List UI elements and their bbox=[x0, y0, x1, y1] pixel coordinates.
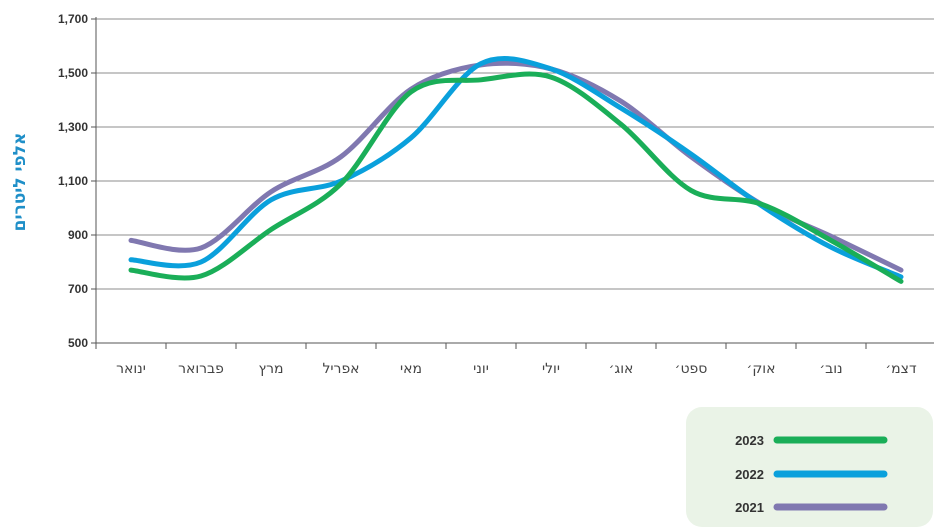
y-tick-label: 1,300 bbox=[58, 120, 88, 134]
x-tick-label: אפריל bbox=[322, 361, 359, 377]
x-tick-label: אוג׳ bbox=[609, 361, 634, 377]
x-tick-label: יולי bbox=[542, 361, 560, 377]
series-line-2022 bbox=[128, 55, 904, 280]
y-tick-label: 1,700 bbox=[58, 12, 88, 26]
x-tick-label: פברואר bbox=[178, 361, 224, 377]
x-tick-label: נוב׳ bbox=[819, 361, 842, 377]
legend-label-2022: 2022 bbox=[735, 467, 764, 482]
x-tick-label: מאי bbox=[400, 361, 422, 377]
axes bbox=[95, 17, 934, 344]
x-tick-label: דצמ׳ bbox=[885, 361, 917, 377]
y-tick-label: 700 bbox=[68, 282, 88, 296]
legend-label-2021: 2021 bbox=[735, 500, 764, 515]
series-line-2021 bbox=[128, 60, 904, 273]
legend-label-2023: 2023 bbox=[735, 433, 764, 448]
y-tick-label: 1,100 bbox=[58, 174, 88, 188]
series-lines bbox=[128, 55, 904, 284]
y-tick-label: 1,500 bbox=[58, 66, 88, 80]
x-tick-label: מרץ bbox=[259, 361, 284, 377]
x-tick-label: ספט׳ bbox=[675, 361, 708, 377]
x-tick-label: יוני bbox=[473, 361, 489, 377]
y-axis-label: אלפי ליטרים bbox=[10, 133, 30, 232]
y-tick-label: 500 bbox=[68, 336, 88, 350]
x-axis-ticks: ינואר פברואר מרץ אפריל מאי יוני יולי אוג׳ ספט׳ או… bbox=[95, 343, 917, 377]
series-line-2023 bbox=[128, 71, 904, 284]
x-tick-label: אוק׳ bbox=[747, 361, 776, 377]
y-axis-ticks: 500 700 900 1,100 1,300 1,500 1,700 bbox=[58, 12, 96, 350]
x-tick-label: ינואר bbox=[116, 361, 146, 377]
y-tick-label: 900 bbox=[68, 228, 88, 242]
legend: 2023 2022 2021 bbox=[735, 433, 888, 515]
